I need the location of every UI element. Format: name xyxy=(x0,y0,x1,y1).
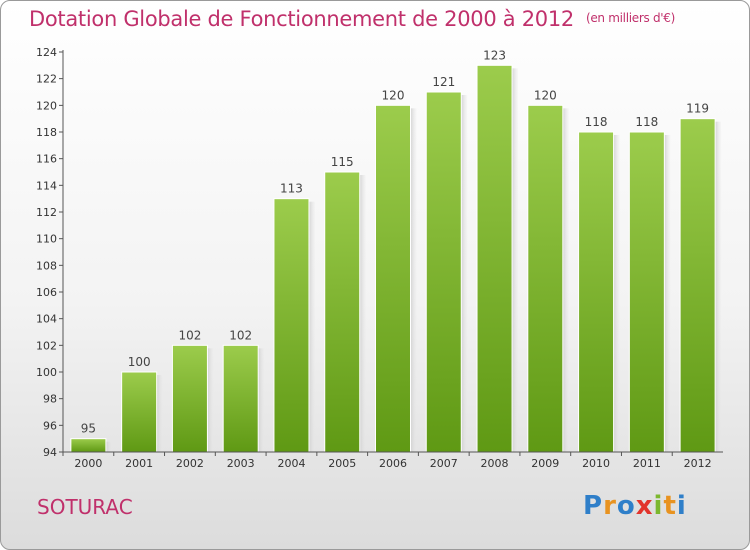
x-tick-label: 2007 xyxy=(430,457,458,470)
bar-2004 xyxy=(273,198,310,453)
y-tick-label: 102 xyxy=(36,339,57,352)
bar-value-label: 102 xyxy=(178,328,201,342)
bar-value-label: 100 xyxy=(128,355,151,369)
x-tick-label: 2008 xyxy=(481,457,509,470)
y-tick-label: 118 xyxy=(36,126,57,139)
bar-shadow xyxy=(105,441,112,452)
bar-shadow xyxy=(562,108,569,452)
x-tick-label: 2011 xyxy=(633,457,661,470)
x-tick-label: 2001 xyxy=(125,457,153,470)
bar-2007 xyxy=(425,91,462,453)
bar-shadow xyxy=(461,95,468,452)
axes-group: 2000 2001 2002 2003 2004 2005 2006 2007 2008 2009… xyxy=(36,46,723,470)
bar-2011 xyxy=(628,131,665,453)
place-name: SOTURAC xyxy=(37,495,133,519)
x-tick-label: 2012 xyxy=(684,457,712,470)
y-tick-label: 106 xyxy=(36,286,57,299)
bar-shadow xyxy=(512,68,519,452)
bar-shadow xyxy=(410,108,417,452)
bar-shadow xyxy=(258,348,265,452)
bar-value-label: 118 xyxy=(585,115,608,129)
y-tick-label: 108 xyxy=(36,259,57,272)
x-tick-label: 2002 xyxy=(176,457,204,470)
y-tick-label: 114 xyxy=(36,179,57,192)
bar-2009 xyxy=(527,104,564,453)
bar-2005 xyxy=(324,171,361,453)
bar-value-label: 113 xyxy=(280,182,303,196)
bar-shadow xyxy=(664,135,671,452)
bar-value-label: 119 xyxy=(686,102,709,116)
bar-shadow xyxy=(156,375,163,452)
y-tick-label: 120 xyxy=(36,99,57,112)
bar-value-label: 120 xyxy=(382,88,405,102)
x-tick-label: 2006 xyxy=(379,457,407,470)
chart-title-text: Dotation Globale de Fonctionnement de 20… xyxy=(29,7,574,31)
x-tick-label: 2003 xyxy=(227,457,255,470)
y-tick-label: 104 xyxy=(36,313,57,326)
x-tick-label: 2000 xyxy=(74,457,102,470)
bar-value-label: 123 xyxy=(483,48,506,62)
x-tick-label: 2009 xyxy=(531,457,559,470)
bar-2000 xyxy=(70,438,107,453)
bar-2008 xyxy=(476,64,513,453)
x-tick-label: 2010 xyxy=(582,457,610,470)
chart-title: Dotation Globale de Fonctionnement de 20… xyxy=(29,7,675,31)
y-tick-label: 124 xyxy=(36,46,57,59)
bars-group: 95 100 102 102 113 115 120 121 123 120 118 118 119 xyxy=(70,48,722,453)
bar-value-label: 118 xyxy=(635,115,658,129)
bar-2003 xyxy=(222,344,259,453)
bar-2001 xyxy=(121,371,158,453)
bar-value-label: 121 xyxy=(432,75,455,89)
y-tick-label: 98 xyxy=(43,393,57,406)
y-tick-label: 112 xyxy=(36,206,57,219)
bar-value-label: 95 xyxy=(81,422,96,436)
bar-2002 xyxy=(171,344,208,453)
x-tick-label: 2004 xyxy=(277,457,305,470)
bar-shadow xyxy=(207,348,214,452)
bar-2012 xyxy=(679,118,716,453)
y-tick-label: 94 xyxy=(43,446,57,459)
bar-shadow xyxy=(613,135,620,452)
bar-2006 xyxy=(375,104,411,453)
chart-unit: (en milliers d'€) xyxy=(585,11,675,25)
y-tick-label: 96 xyxy=(43,419,57,432)
bar-shadow xyxy=(359,175,366,452)
bar-shadow xyxy=(715,121,722,453)
proxiti-logo[interactable]: Proxiti xyxy=(583,491,687,521)
bar-2010 xyxy=(578,131,615,453)
y-tick-label: 100 xyxy=(36,366,57,379)
bar-value-label: 120 xyxy=(534,88,557,102)
bar-value-label: 115 xyxy=(331,155,354,169)
bar-shadow xyxy=(308,201,315,452)
x-tick-label: 2005 xyxy=(328,457,356,470)
y-tick-label: 122 xyxy=(36,73,57,86)
y-tick-label: 116 xyxy=(36,153,57,166)
y-tick-label: 110 xyxy=(36,233,57,246)
bar-value-label: 102 xyxy=(229,328,252,342)
